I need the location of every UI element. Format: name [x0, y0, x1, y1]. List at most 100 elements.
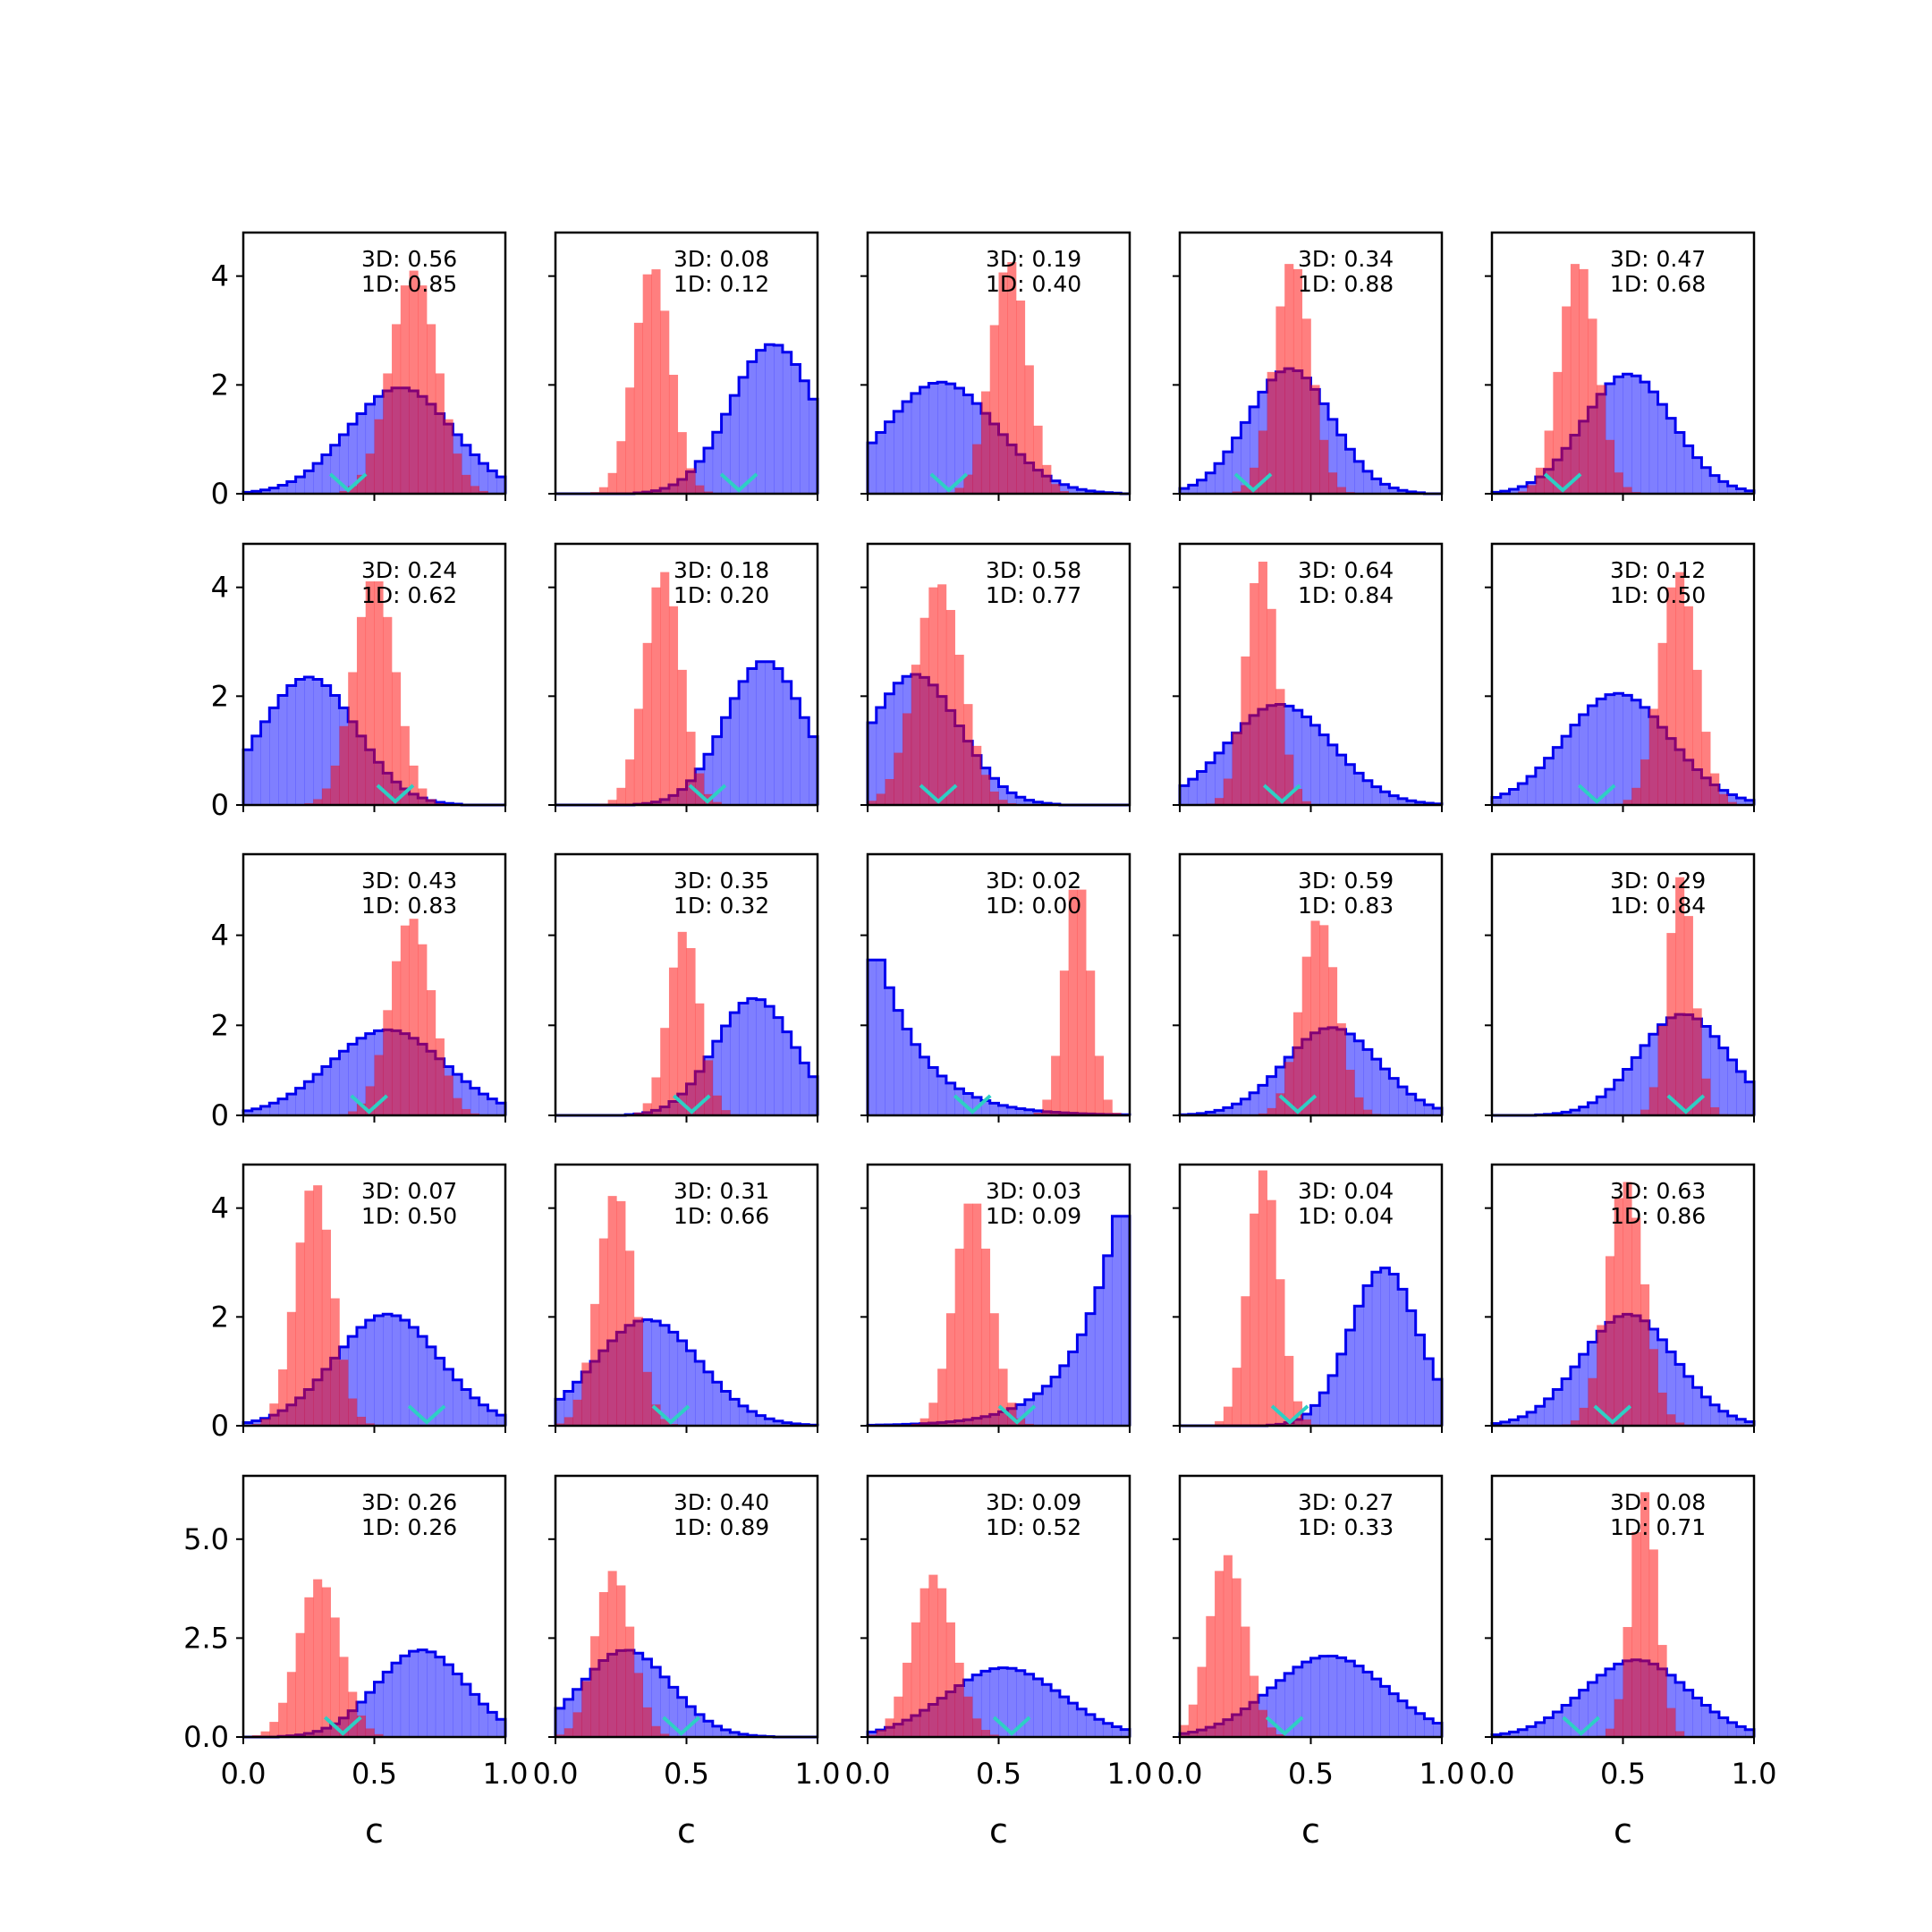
blue-bar: [1267, 1687, 1276, 1737]
red-bar: [1042, 1099, 1052, 1115]
red-bar: [633, 1112, 643, 1115]
red-bar: [418, 788, 428, 805]
blue-bar: [721, 1391, 731, 1426]
blue-bar: [1310, 724, 1320, 805]
blue-bar: [791, 364, 801, 494]
blue-bar: [330, 695, 340, 805]
red-bar: [677, 669, 687, 805]
blue-bar: [1380, 792, 1390, 805]
annot-3d: 3D: 0.07: [361, 1178, 457, 1204]
red-bar: [1250, 1213, 1259, 1426]
blue-bar: [1736, 798, 1746, 805]
blue-bar: [1736, 488, 1746, 494]
blue-bar: [747, 1411, 757, 1426]
blue-bar: [902, 1029, 912, 1115]
blue-bar: [668, 1332, 679, 1426]
red-bar: [409, 270, 419, 494]
annot-1d: 1D: 0.40: [986, 271, 1081, 297]
blue-bar: [1553, 747, 1563, 805]
red-bar: [400, 285, 410, 494]
blue-bar: [496, 1719, 506, 1737]
blue-bar: [462, 1081, 471, 1115]
blue-bar: [1509, 789, 1519, 805]
blue-bar: [1086, 1313, 1096, 1426]
blue-bar: [1500, 1421, 1510, 1426]
blue-bar: [1016, 1108, 1026, 1115]
blue-bar: [365, 1033, 375, 1115]
y-tick-label: 0: [211, 477, 229, 511]
red-bar: [1284, 264, 1294, 494]
red-bar: [1319, 925, 1329, 1115]
red-bar: [383, 1010, 393, 1115]
red-bar: [383, 616, 393, 805]
red-bar: [1623, 1627, 1632, 1737]
blue-bar: [998, 786, 1008, 805]
blue-bar: [243, 1422, 253, 1426]
red-bar: [1579, 1407, 1589, 1426]
red-bar: [1301, 801, 1311, 805]
y-tick-label: 4: [211, 571, 229, 605]
blue-bar: [1024, 1109, 1034, 1115]
annot-3d: 3D: 0.12: [1610, 557, 1706, 583]
blue-bar: [1406, 1707, 1416, 1737]
blue-bar: [1398, 798, 1408, 805]
red-bar: [1016, 1418, 1026, 1426]
red-bar: [972, 1203, 982, 1426]
red-bar: [1077, 889, 1087, 1115]
blue-bar: [243, 1110, 253, 1115]
red-bar: [651, 1725, 661, 1737]
blue-bar: [1666, 1352, 1676, 1426]
blue-bar: [1042, 1684, 1052, 1737]
red-bar: [598, 1592, 608, 1737]
blue-bar: [989, 1103, 999, 1115]
marker-v: [997, 1404, 1037, 1425]
blue-bar: [1692, 457, 1702, 494]
blue-bar: [1406, 1094, 1416, 1115]
annot-3d: 3D: 0.19: [986, 246, 1081, 272]
red-bar: [1336, 1023, 1346, 1115]
red-bar: [1059, 970, 1069, 1115]
blue-bar: [1112, 1726, 1122, 1737]
blue-bar: [1518, 784, 1528, 805]
red-bar: [392, 324, 402, 494]
red-bar: [1666, 1414, 1676, 1426]
red-bar: [1241, 1296, 1250, 1426]
red-bar: [365, 453, 375, 494]
red-bar: [1614, 1699, 1623, 1737]
red-bar: [1007, 1402, 1017, 1426]
blue-bar: [686, 1707, 696, 1737]
red-bar: [374, 419, 384, 494]
annot-1d: 1D: 0.83: [1298, 893, 1394, 919]
blue-bar: [642, 1658, 652, 1737]
blue-bar: [989, 1668, 999, 1737]
blue-bar: [1588, 1682, 1597, 1737]
red-bar: [392, 672, 402, 805]
blue-bar: [765, 1006, 775, 1115]
red-bar: [712, 1095, 722, 1115]
blue-bar: [1354, 1040, 1364, 1115]
blue-bar: [400, 1656, 410, 1737]
blue-bar: [1692, 1698, 1702, 1737]
red-bar: [1336, 487, 1346, 494]
blue-bar: [1657, 1339, 1667, 1426]
blue-bar: [286, 1094, 296, 1115]
blue-bar: [1354, 1665, 1364, 1737]
red-bar: [1284, 754, 1294, 805]
blue-bar: [400, 1320, 410, 1426]
blue-bar: [919, 386, 929, 494]
red-bar: [1215, 1571, 1224, 1737]
annot-3d: 3D: 0.63: [1610, 1178, 1706, 1204]
red-bar: [1588, 1377, 1597, 1426]
annot-1d: 1D: 0.84: [1298, 582, 1394, 608]
blue-bar: [712, 1041, 722, 1115]
blue-bar: [1675, 432, 1685, 494]
blue-bar: [348, 1044, 358, 1115]
blue-bar: [330, 1058, 340, 1115]
x-tick-label: 0.5: [1600, 1757, 1646, 1791]
red-bar: [937, 584, 947, 805]
blue-bar: [747, 998, 757, 1115]
